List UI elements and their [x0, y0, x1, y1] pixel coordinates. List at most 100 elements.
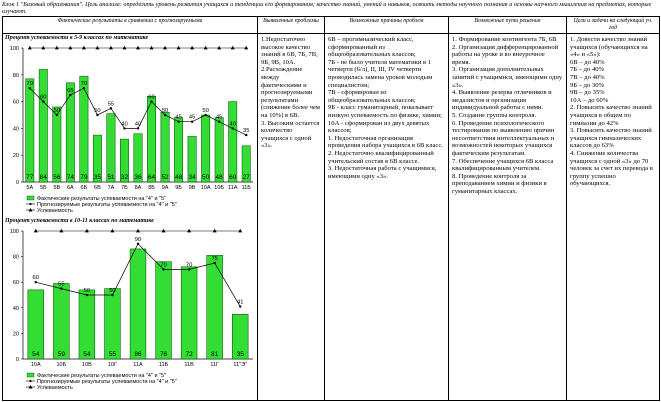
- y-tick-label: 20: [13, 153, 19, 159]
- bar-value-label: 76: [160, 351, 168, 358]
- goals-item: 10А – до 60%: [570, 96, 609, 104]
- forecast-point: [85, 293, 89, 297]
- forecast-value-label: 45: [175, 115, 181, 121]
- bar-actual: [106, 113, 116, 183]
- success-point: [161, 228, 166, 233]
- forecast-value-label: 35: [243, 128, 249, 134]
- bar-value-label: 51: [107, 174, 115, 181]
- goals-item: 7В – до 40%: [570, 73, 605, 81]
- goals-item: 3. Повысить качество знаний учащихся гим…: [570, 127, 652, 150]
- forecast-point: [136, 242, 140, 245]
- bar-actual: [187, 136, 197, 183]
- bar-value-label: 79: [80, 174, 88, 181]
- success-point: [84, 228, 89, 233]
- bar-actual: [25, 78, 35, 183]
- forecast-value-label: 90: [135, 237, 141, 243]
- bar-actual: [180, 266, 198, 360]
- bar-actual: [201, 114, 211, 183]
- x-tick-label: 9В: [189, 185, 196, 191]
- success-point: [217, 45, 222, 50]
- forecast-point: [82, 87, 86, 90]
- bar-value-label: 81: [211, 351, 219, 358]
- problems-cell: 1.Недостаточно высокое качество знаний в…: [257, 33, 325, 401]
- goals-item: 6В – до 40%: [570, 58, 605, 66]
- x-tick-label: 7А: [108, 185, 115, 191]
- bar-actual: [104, 288, 121, 360]
- bar-actual: [155, 261, 172, 360]
- x-tick-label: 11Б: [242, 185, 252, 191]
- causes-item: 1. Недостаточная организация проведения …: [328, 134, 443, 150]
- success-point: [33, 228, 38, 233]
- solutions-item: 2. Организация дифференцированной работы…: [452, 43, 559, 66]
- success-point: [190, 45, 195, 50]
- chart-10-11: 100 80 60 40 20 0 54 10А 59 10Б 54 10В 55 10Г 86 11А 76 1…: [10, 228, 253, 391]
- forecast-value-label: 55: [58, 282, 64, 288]
- success-point: [122, 45, 127, 50]
- forecast-value-label: 45: [216, 115, 222, 121]
- legend-swatch-actual: [26, 372, 35, 378]
- bar-value-label: 48: [216, 174, 224, 181]
- goals-item: 9В – до 35%: [570, 89, 605, 97]
- goals-item: 1. Довести качество знаний учащихся (обу…: [570, 36, 648, 59]
- y-tick-label: 20: [13, 331, 19, 337]
- solutions-item: 5. Создание группы контроля.: [452, 111, 537, 119]
- x-tick-label: 11"Э": [233, 362, 247, 368]
- legend-forecast: Прогнозируемые результаты успеваемости н…: [37, 202, 177, 208]
- x-tick-label: 11Б: [159, 362, 169, 368]
- forecast-point: [162, 268, 165, 271]
- y-tick-label: 0: [16, 180, 19, 186]
- bar-value-label: 86: [134, 351, 142, 358]
- success-point: [212, 228, 217, 233]
- y-tick-label: 100: [10, 46, 19, 52]
- bar-actual: [147, 95, 156, 183]
- causes-item: 6В – прогимназический класс, сформирован…: [328, 36, 416, 59]
- success-point: [95, 45, 100, 50]
- column-header: Возможные пути решения: [448, 16, 567, 34]
- bar-actual: [79, 75, 89, 183]
- forecast-point: [55, 113, 59, 117]
- problems-item: 1.Недостаточно высокое качество знаний в…: [261, 36, 318, 66]
- bar-value-label: 54: [32, 351, 40, 358]
- goals-item: 7Б – до 40%: [570, 66, 605, 74]
- forecast-point: [42, 100, 45, 103]
- y-tick-label: 100: [10, 229, 19, 235]
- forecast-value-label: 50: [54, 108, 60, 114]
- bar-value-label: 52: [161, 174, 169, 181]
- forecast-point: [239, 305, 242, 308]
- success-point: [108, 45, 113, 50]
- analysis-table: Фактические результаты в сравнении с про…: [2, 16, 660, 401]
- causes-item: 10А - сформирован из двух девятых классо…: [328, 119, 430, 135]
- bar-actual: [174, 117, 184, 183]
- bar-actual: [241, 145, 251, 183]
- bar-value-label: 32: [121, 174, 129, 181]
- forecast-point: [69, 93, 72, 97]
- forecast-value-label: 50: [202, 108, 208, 114]
- y-tick-label: 0: [16, 357, 19, 363]
- bar-actual: [38, 69, 48, 183]
- forecast-value-label: 50: [94, 108, 100, 114]
- x-tick-label: 5Б: [40, 185, 47, 191]
- causes-list: 6В – прогимназический класс, сформирован…: [328, 36, 445, 180]
- forecast-value-label: 40: [121, 121, 127, 127]
- forecast-point: [177, 120, 180, 123]
- y-tick-label: 60: [13, 100, 19, 106]
- forecast-point: [217, 120, 221, 123]
- x-tick-label: 10А: [201, 185, 211, 191]
- success-point: [149, 45, 154, 50]
- forecast-point: [136, 127, 140, 130]
- solutions-item: 6. Проведение психологического тестирова…: [452, 119, 555, 157]
- solutions-list: 1. Формирование контингента 7Б, 6В 2. Орг…: [452, 36, 563, 195]
- forecast-point: [123, 127, 126, 130]
- forecast-point: [163, 113, 167, 117]
- causes-item: 9Б - класс гуманитарный, показывает низк…: [328, 104, 442, 119]
- forecast-value-label: 70: [186, 262, 192, 268]
- solutions-item: 4. Выявление резерва отличников и медали…: [452, 89, 552, 112]
- x-tick-label: 10Б: [56, 362, 66, 368]
- x-tick-label: 11А: [133, 362, 143, 368]
- x-tick-label: 10Г: [108, 362, 117, 368]
- success-point: [136, 228, 140, 233]
- y-tick-label: 60: [13, 280, 19, 286]
- forecast-value-label: 40: [229, 121, 235, 127]
- success-point: [176, 45, 181, 50]
- causes-item: 2. Недостаточно квалифицированный учител…: [328, 149, 434, 165]
